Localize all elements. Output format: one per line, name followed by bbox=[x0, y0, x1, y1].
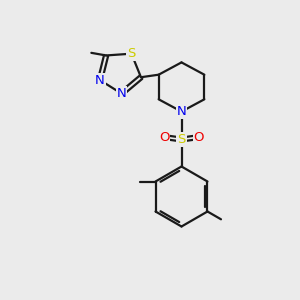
Text: O: O bbox=[194, 130, 204, 144]
Text: N: N bbox=[177, 105, 186, 118]
Text: N: N bbox=[117, 87, 126, 100]
Text: S: S bbox=[177, 133, 186, 146]
Text: N: N bbox=[95, 74, 105, 87]
Text: O: O bbox=[159, 130, 169, 144]
Text: S: S bbox=[127, 47, 136, 60]
